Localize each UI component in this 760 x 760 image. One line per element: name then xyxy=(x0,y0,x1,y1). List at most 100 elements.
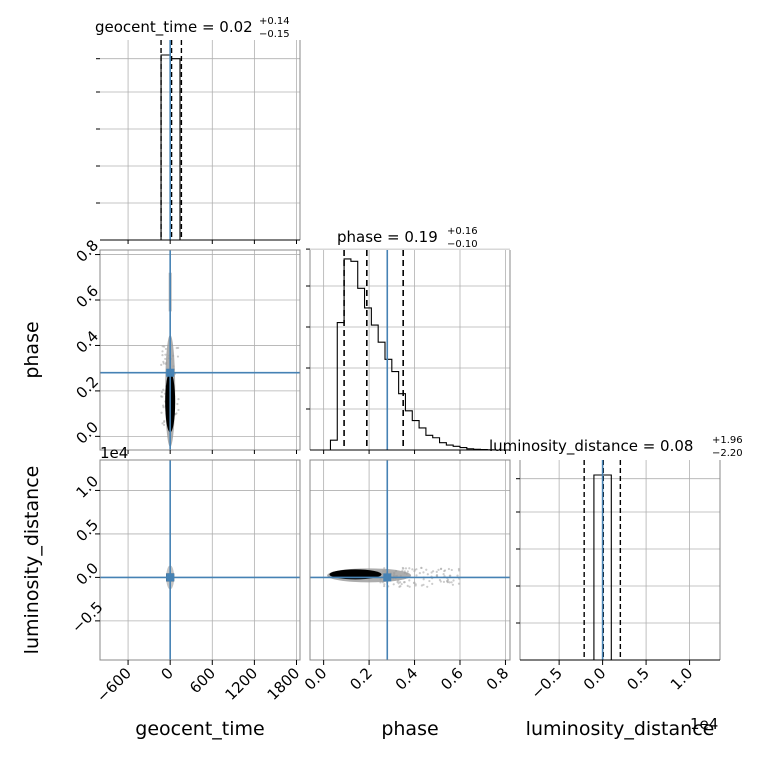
scatter-point xyxy=(414,583,417,586)
y-luminosity-distance-ticklabel: 0.0 xyxy=(72,559,102,589)
title-phase: phase = 0.19 xyxy=(337,228,438,246)
scatter-point xyxy=(431,582,434,585)
scatter-point xyxy=(174,413,177,416)
x-luminosity-distance-ticklabel: 0.0 xyxy=(580,664,610,694)
scatter-point xyxy=(439,567,443,571)
x-luminosity-distance-ticklabel: −0.5 xyxy=(527,664,565,702)
title-phase-upper: +0.16 xyxy=(447,226,478,237)
scatter-point xyxy=(161,395,164,398)
scatter-point xyxy=(404,567,408,570)
scatter-point xyxy=(161,350,164,353)
title-geocent-time-upper: +0.14 xyxy=(259,16,290,27)
panel-distance-vs-phase xyxy=(309,459,511,661)
scatter-point xyxy=(160,363,163,366)
hist-phase xyxy=(319,258,501,450)
scatter-point xyxy=(160,391,164,394)
marks-distance-vs-phase xyxy=(310,460,510,660)
truth-marker xyxy=(166,368,175,377)
title-geocent-time: geocent_time = 0.02 xyxy=(95,18,253,37)
marks-distance-hist xyxy=(583,460,622,660)
y-luminosity-distance-ticklabel: −0.5 xyxy=(68,598,106,636)
scatter-point xyxy=(448,581,451,584)
scatter-point xyxy=(418,571,421,575)
panel-distance-hist xyxy=(519,460,721,661)
frame-distance-vs-geocent-time xyxy=(99,459,301,661)
grid-distance-vs-geocent-time xyxy=(100,460,300,660)
x-geocent-time-ticklabel: 1800 xyxy=(264,664,304,704)
y-phase-ticklabel: 0.6 xyxy=(72,282,102,312)
ylabel-phase: phase xyxy=(21,321,43,378)
scatter-point xyxy=(383,583,386,586)
scatter-point xyxy=(161,353,164,357)
y-phase-ticklabel: 0.2 xyxy=(72,373,102,403)
frame-distance-vs-phase xyxy=(309,459,511,661)
y-luminosity-distance-ticklabel: 1.0 xyxy=(72,472,102,502)
scatter-point xyxy=(412,581,416,585)
x-geocent-time-ticklabel: 600 xyxy=(186,664,219,697)
title-luminosity-distance-lower: −2.20 xyxy=(712,448,743,459)
scatter-point xyxy=(400,582,403,586)
x-geocent-time-ticklabel: 1200 xyxy=(221,664,261,704)
panel-geocent-time-hist xyxy=(100,40,301,241)
grid-distance-vs-phase xyxy=(310,460,510,660)
scatter-point xyxy=(177,398,180,401)
y-phase-ticklabel: 0.0 xyxy=(72,418,102,448)
scatter-point xyxy=(437,568,440,571)
scatter-point xyxy=(406,570,409,573)
truth-marker xyxy=(383,573,392,582)
scatter-point xyxy=(439,580,442,583)
scatter-point xyxy=(401,566,404,570)
scatter-point xyxy=(162,423,166,427)
scatter-point xyxy=(408,585,411,588)
scatter-point xyxy=(450,568,453,572)
scatter-point xyxy=(420,566,423,569)
scatter-point xyxy=(452,579,455,582)
scatter-point xyxy=(413,570,416,573)
x-phase-ticklabel: 0.2 xyxy=(346,664,376,694)
scatter-point xyxy=(406,584,409,587)
scatter-point xyxy=(456,574,459,577)
scatter-point xyxy=(422,578,425,581)
x-luminosity-distance-ticklabel: 0.5 xyxy=(623,664,653,694)
xlabel-geocent-time: geocent_time xyxy=(135,718,264,740)
title-phase-lower: −0.10 xyxy=(447,239,478,250)
marks-distance-vs-geocent-time xyxy=(100,460,300,660)
scatter-point xyxy=(426,585,429,588)
scatter-point xyxy=(420,584,423,587)
scatter-point xyxy=(399,581,402,584)
scatter-point xyxy=(442,573,445,576)
scatter-point xyxy=(175,346,178,350)
marks-phase-hist xyxy=(319,250,501,450)
scatter-point xyxy=(450,581,453,584)
scatter-point xyxy=(426,573,429,576)
scatter-point xyxy=(408,567,411,570)
truth-marker xyxy=(166,573,175,582)
grid-phase-vs-geocent-time xyxy=(100,250,300,450)
scatter-point xyxy=(164,353,167,356)
scatter-point xyxy=(422,571,425,574)
scatter-point xyxy=(162,360,165,364)
frame-phase-vs-geocent-time xyxy=(99,249,301,451)
xlabel-luminosity-distance: luminosity_distance xyxy=(526,718,715,740)
scatter-point xyxy=(176,355,180,358)
grid-geocent-time-hist xyxy=(100,40,301,240)
scatter-point xyxy=(408,579,411,582)
scatter-point xyxy=(392,583,395,586)
scatter-point xyxy=(415,568,418,571)
scatter-point xyxy=(411,568,414,571)
scatter-point xyxy=(160,411,163,414)
offset-text-bottom: 1e4 xyxy=(690,715,718,733)
x-geocent-time-ticklabel: 0 xyxy=(158,664,177,683)
scatter-point xyxy=(399,585,402,588)
x-phase-ticklabel: 0.4 xyxy=(392,664,422,694)
x-phase-ticklabel: 0.0 xyxy=(301,664,331,694)
scatter-point xyxy=(402,581,406,584)
scatter-point xyxy=(428,579,431,583)
scatter-point xyxy=(161,345,164,348)
x-geocent-time-ticklabel: −600 xyxy=(93,664,135,706)
x-luminosity-distance-ticklabel: 1.0 xyxy=(667,664,697,694)
y-phase-ticklabel: 0.4 xyxy=(72,327,102,357)
scatter-point xyxy=(176,402,179,406)
xlabel-phase: phase xyxy=(381,718,438,740)
